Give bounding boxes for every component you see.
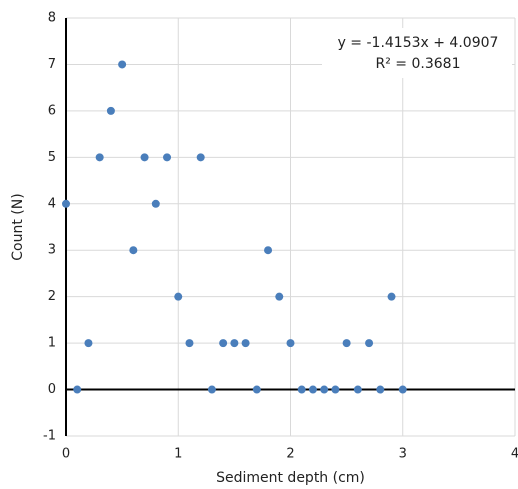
point [163, 153, 172, 162]
point [219, 339, 228, 348]
x-tick-label: 4 [511, 447, 518, 462]
point [207, 385, 216, 394]
point [174, 292, 183, 301]
point [387, 292, 396, 301]
point [151, 199, 160, 208]
point [331, 385, 340, 394]
point [241, 339, 250, 348]
point [264, 246, 273, 255]
point [62, 199, 70, 208]
point [342, 339, 351, 348]
y-tick-label: 0 [48, 382, 56, 397]
annotation-box [322, 28, 512, 78]
point [185, 339, 194, 348]
point [353, 385, 362, 394]
x-axis-label: Sediment depth (cm) [216, 470, 365, 486]
y-tick-label: 2 [48, 289, 56, 304]
x-tick-label: 3 [399, 447, 407, 462]
point [95, 153, 104, 162]
y-tick-label: -1 [43, 429, 56, 444]
point [230, 339, 239, 348]
y-tick-label: 7 [48, 57, 56, 72]
y-tick-label: 8 [48, 11, 56, 26]
point [376, 385, 385, 394]
point [308, 385, 317, 394]
y-tick-label: 4 [48, 196, 56, 211]
point [84, 339, 93, 348]
x-tick-label: 2 [286, 447, 294, 462]
point [196, 153, 205, 162]
x-tick-label: 1 [174, 447, 182, 462]
point [275, 292, 284, 301]
point [320, 385, 329, 394]
point [365, 339, 374, 348]
point [252, 385, 261, 394]
point [398, 385, 407, 394]
y-axis-label: Count (N) [10, 193, 26, 260]
point [73, 385, 82, 394]
point [118, 60, 127, 69]
point [106, 106, 115, 115]
y-tick-label: 3 [48, 243, 56, 258]
x-tick-label: 0 [62, 447, 70, 462]
point [286, 339, 295, 348]
y-tick-label: 1 [48, 336, 56, 351]
point [297, 385, 306, 394]
y-tick-label: 6 [48, 103, 56, 118]
annotation: y = -1.4153x + 4.0907 [338, 35, 499, 51]
point [129, 246, 138, 255]
annotation: R² = 0.3681 [376, 56, 461, 72]
y-tick-label: 5 [48, 150, 56, 165]
point [140, 153, 149, 162]
